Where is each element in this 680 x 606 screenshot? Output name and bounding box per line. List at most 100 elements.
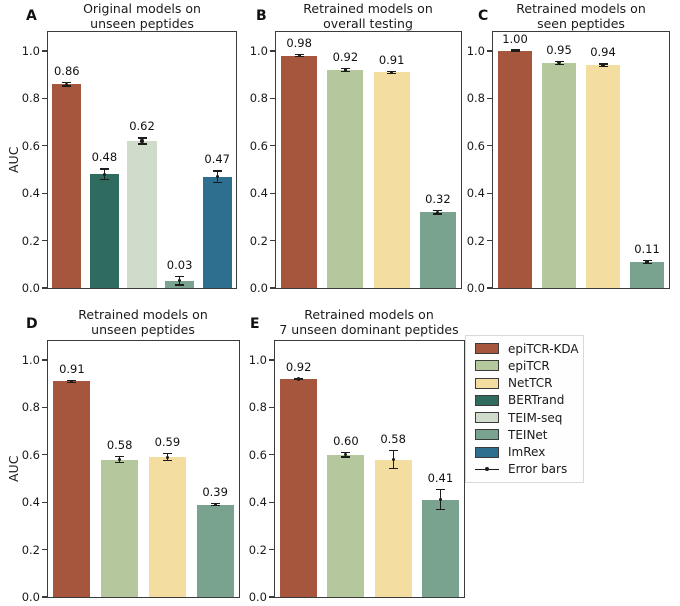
bar-value-label: 0.11: [634, 242, 660, 257]
panel-title-d: Retrained models on unseen peptides: [78, 307, 208, 337]
error-bar-cap-bottom: [62, 85, 72, 87]
error-bar: [115, 455, 125, 464]
plot-area-b: 0.0 0.2 0.4 0.6 0.8 1.0 0.98 0.92 0.91 0.32: [250, 31, 462, 295]
panel-title-b-line2: overall testing: [323, 15, 413, 31]
y-tick-mark: [487, 97, 492, 99]
legend-item-error-bars: Error bars: [475, 461, 579, 477]
error-bars-icon-dot: [485, 467, 489, 472]
legend-item: BERTrand: [475, 392, 579, 408]
error-bar-cap-bottom: [388, 468, 398, 470]
error-bar-cap-bottom: [554, 63, 564, 65]
legend-label: BERTrand: [508, 393, 565, 408]
bar-value-label: 0.91: [59, 361, 85, 376]
error-bar: [175, 276, 185, 286]
error-bar: [341, 451, 351, 458]
y-tick-label: 0.6: [248, 447, 267, 462]
error-bar: [598, 63, 608, 68]
legend-label: TEIM-seq: [508, 410, 563, 425]
error-bar-point: [436, 210, 440, 214]
legend-item: NetTCR: [475, 375, 579, 391]
error-bar-point: [102, 172, 106, 176]
y-tick-mark: [487, 192, 492, 194]
error-bar-cap-top: [212, 170, 222, 172]
y-tick-label: 0.0: [248, 590, 267, 604]
y-tick-label: 0.0: [21, 590, 40, 604]
legend-swatch: [475, 429, 499, 441]
error-bars-icon: [475, 464, 499, 475]
error-bar-point: [513, 49, 517, 53]
error-bar-cap-bottom: [212, 181, 222, 183]
error-bar-point: [140, 139, 144, 143]
panel-title-b: Retrained models on overall testing: [303, 1, 433, 31]
legend-swatch: [475, 394, 499, 406]
y-tick-mark: [269, 454, 274, 456]
y-tick-mark: [270, 287, 275, 289]
y-tick-mark: [269, 596, 274, 598]
y-tick-label: 0.2: [466, 233, 485, 248]
bar-value-label: 0.48: [91, 150, 118, 165]
legend-swatch: [475, 446, 499, 458]
bar-nettcr: [585, 65, 621, 288]
error-bar-cap-top: [433, 209, 443, 211]
bar-epitcr: [327, 69, 364, 288]
bar-value-label: 0.91: [378, 52, 405, 67]
y-tick-label: 0.8: [21, 400, 40, 415]
legend-swatch: [475, 343, 499, 355]
panel-title-e: Retrained models on 7 unseen dominant pe…: [279, 307, 459, 337]
bar-value-label: 0.39: [202, 484, 228, 499]
bar-value-label: 0.62: [129, 119, 155, 134]
error-bar-point: [343, 68, 347, 72]
y-tick-mark: [42, 406, 47, 408]
error-bar-point: [70, 379, 74, 383]
y-tick-mark: [42, 359, 47, 361]
bar-value-label: 0.95: [546, 42, 572, 57]
error-bar: [554, 60, 564, 65]
error-bar-point: [390, 70, 394, 74]
error-bar: [340, 68, 350, 72]
bar-nettcr: [148, 457, 186, 597]
legend-label: NetTCR: [508, 376, 553, 391]
legend-label: Error bars: [508, 462, 568, 477]
panel-title-e-line2: 7 unseen dominant peptides: [279, 321, 459, 337]
legend-label: epiTCR-KDA: [508, 341, 579, 356]
y-tick-label: 1.0: [248, 352, 267, 367]
bar-epitcr-kda: [280, 378, 318, 597]
error-bar-cap-top: [137, 137, 147, 139]
panel-title-b-line1: Retrained models on: [303, 1, 433, 16]
error-bar-cap-bottom: [162, 460, 172, 462]
panel-letter-e: E: [250, 316, 260, 332]
y-tick-mark: [269, 359, 274, 361]
bar-value-label: 1.00: [502, 32, 528, 47]
error-bar-point: [391, 457, 395, 462]
y-tick-label: 1.0: [21, 43, 40, 58]
error-bar: [433, 209, 443, 215]
y-tick-label: 0.8: [248, 400, 267, 415]
bar-value-label: 0.59: [154, 434, 181, 449]
y-tick-label: 0.8: [21, 91, 40, 106]
y-tick-label: 0.2: [21, 233, 40, 248]
bar-nettcr: [374, 459, 412, 597]
error-bar-cap-bottom: [433, 213, 443, 215]
y-tick-label: 0.4: [466, 186, 485, 201]
y-tick-label: 0.2: [248, 542, 267, 557]
error-bar-cap-top: [115, 455, 125, 458]
bar-epitcr-kda: [497, 50, 533, 288]
y-tick-mark: [270, 192, 275, 194]
bar-value-label: 0.58: [106, 437, 133, 452]
y-tick-mark: [270, 145, 275, 147]
y-tick-label: 0.8: [249, 91, 268, 106]
y-tick-mark: [270, 240, 275, 242]
panel-title-a-line2: unseen peptides: [90, 15, 194, 31]
legend-item: ImRex: [475, 444, 579, 460]
y-tick-mark: [42, 50, 47, 52]
panel-title-c: Retrained models on seen peptides: [516, 1, 646, 31]
bar-teinet: [629, 261, 665, 288]
y-tick-mark: [487, 145, 492, 147]
bar-nettcr: [373, 72, 410, 288]
bar-teinet: [196, 504, 234, 597]
y-axis-label-a: AUC: [6, 146, 21, 174]
y-tick-label: 1.0: [466, 43, 485, 58]
error-bar-point: [557, 61, 561, 65]
legend-label: epiTCR: [508, 358, 550, 373]
error-bar-point: [645, 260, 649, 264]
